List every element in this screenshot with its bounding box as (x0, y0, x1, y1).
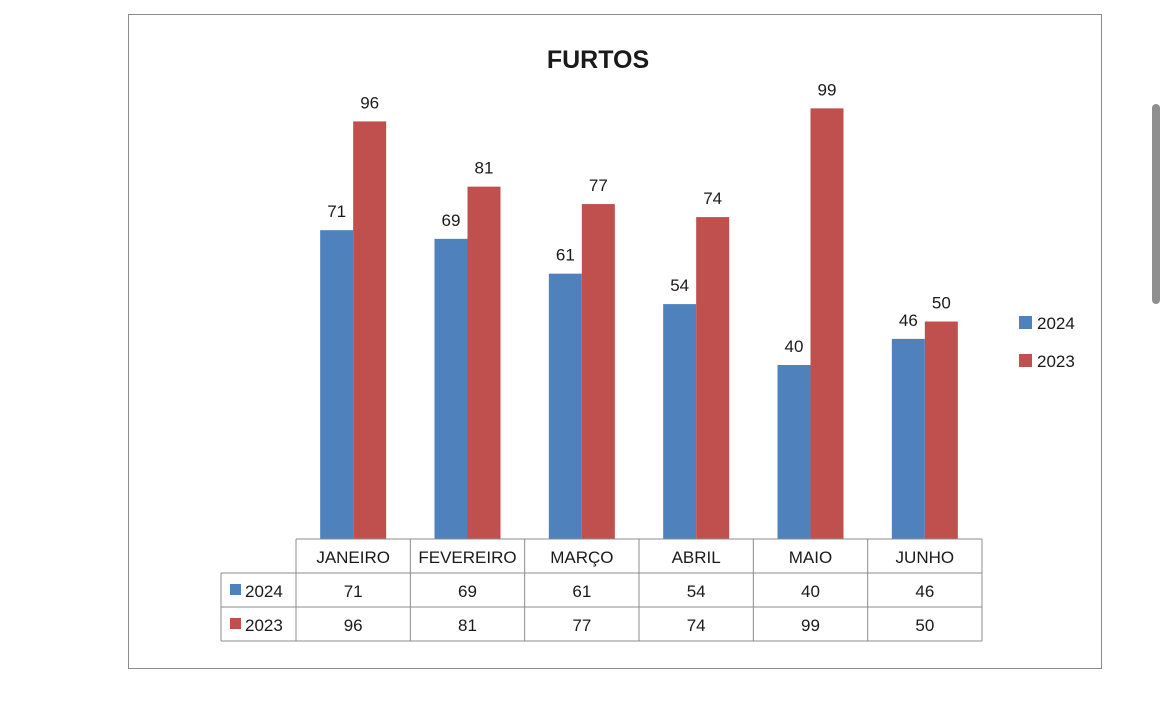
table-cell-2023-março: 77 (572, 616, 591, 635)
table-header-janeiro: JANEIRO (316, 548, 390, 567)
data-label-2023-abril: 74 (703, 189, 722, 208)
data-label-2024-abril: 54 (670, 276, 689, 295)
data-label-2024-janeiro: 71 (327, 202, 346, 221)
data-label-2023-fevereiro: 81 (475, 159, 494, 178)
table-header-fevereiro: FEVEREIRO (418, 548, 516, 567)
table-row-label-2023: 2023 (245, 616, 283, 635)
bar-2024-março (548, 273, 582, 539)
table-cell-2024-junho: 46 (915, 582, 934, 601)
legend-swatch-2023 (1019, 354, 1032, 367)
data-label-2024-fevereiro: 69 (442, 211, 461, 230)
bar-2023-maio (810, 108, 844, 539)
table-key-2023 (230, 618, 241, 629)
table-header-maio: MAIO (789, 548, 832, 567)
data-labels-layer: 71 96 69 81 61 77 54 74 40 99 46 50 (327, 80, 951, 356)
table-cell-2024-março: 61 (572, 582, 591, 601)
table-key-2024 (230, 584, 241, 595)
table-cell-2024-abril: 54 (687, 582, 706, 601)
table-header-abril: ABRIL (672, 548, 721, 567)
data-label-2023-janeiro: 96 (360, 93, 379, 112)
bar-2023-junho (924, 321, 958, 539)
table-cell-2024-maio: 40 (801, 582, 820, 601)
data-label-2023-março: 77 (589, 176, 608, 195)
table-header-março: MARÇO (550, 548, 613, 567)
table-cell-2024-fevereiro: 69 (458, 582, 477, 601)
bar-2023-fevereiro (467, 186, 501, 539)
legend-label-2024: 2024 (1037, 314, 1075, 333)
data-label-2024-junho: 46 (899, 311, 918, 330)
legend: 2024 2023 (1019, 314, 1075, 371)
table-row-label-2024: 2024 (245, 582, 283, 601)
bar-2023-março (581, 204, 615, 540)
table-cell-2023-abril: 74 (687, 616, 706, 635)
data-label-2024-março: 61 (556, 246, 575, 265)
legend-label-2023: 2023 (1037, 352, 1075, 371)
data-label-2024-maio: 40 (785, 337, 804, 356)
table-cell-2023-maio: 99 (801, 616, 820, 635)
data-label-2023-junho: 50 (932, 294, 951, 313)
scrollbar-thumb[interactable] (1152, 104, 1160, 304)
bar-2024-abril (663, 304, 697, 539)
bar-2024-maio (777, 365, 811, 539)
table-cell-2024-janeiro: 71 (344, 582, 363, 601)
table-cell-2023-janeiro: 96 (344, 616, 363, 635)
bar-2024-fevereiro (434, 238, 468, 539)
bar-2024-junho (891, 338, 925, 539)
data-table: JANEIRO FEVEREIRO MARÇO ABRIL MAIO JUNHO 2024 7… (220, 538, 983, 642)
legend-swatch-2024 (1019, 316, 1032, 329)
table-header-junho: JUNHO (896, 548, 955, 567)
bar-2023-abril (696, 217, 730, 539)
bar-2024-janeiro (320, 230, 354, 539)
bars-layer (320, 108, 958, 540)
table-cell-2023-junho: 50 (915, 616, 934, 635)
bar-2023-janeiro (353, 121, 387, 540)
chart-title: FURTOS (547, 46, 649, 74)
data-label-2023-maio: 99 (818, 80, 837, 99)
table-cell-2023-fevereiro: 81 (458, 616, 477, 635)
